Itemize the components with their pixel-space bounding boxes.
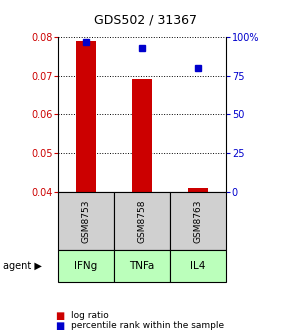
Text: agent ▶: agent ▶ (3, 261, 42, 271)
Text: GSM8763: GSM8763 (194, 199, 203, 243)
Text: log ratio: log ratio (71, 311, 109, 320)
Text: TNFa: TNFa (129, 261, 155, 271)
Text: IL4: IL4 (191, 261, 206, 271)
Bar (132, 79, 152, 192)
Text: GSM8753: GSM8753 (81, 199, 90, 243)
Text: percentile rank within the sample: percentile rank within the sample (71, 322, 224, 330)
Text: ■: ■ (55, 321, 64, 331)
Bar (188, 187, 208, 192)
Text: GSM8758: GSM8758 (137, 199, 147, 243)
Text: IFNg: IFNg (75, 261, 98, 271)
Text: GDS502 / 31367: GDS502 / 31367 (93, 13, 197, 27)
Bar (76, 41, 96, 192)
Text: ■: ■ (55, 311, 64, 321)
